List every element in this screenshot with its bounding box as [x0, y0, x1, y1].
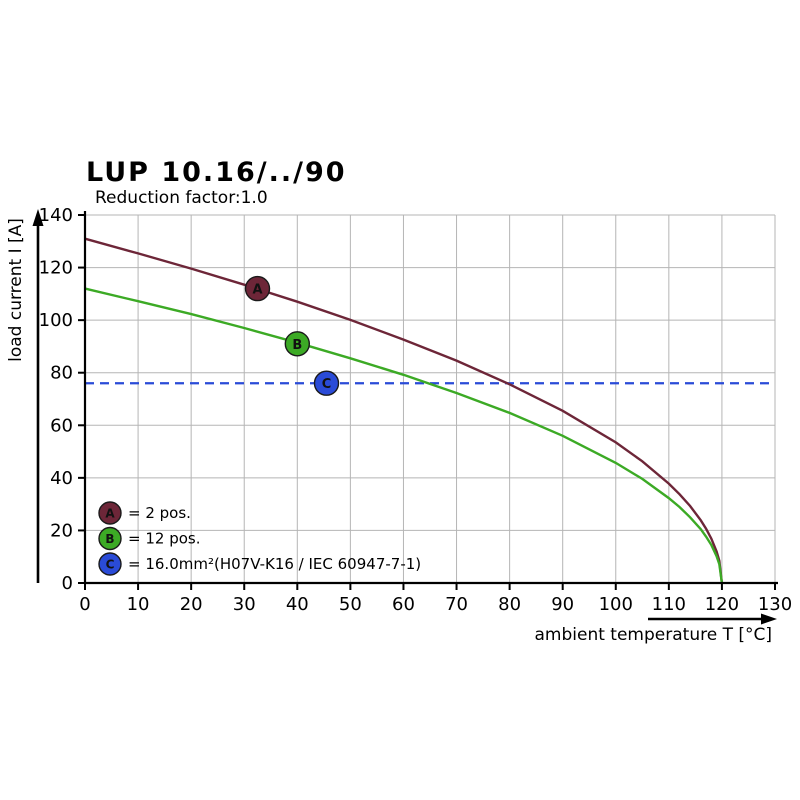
- legend-label-A: = 2 pos.: [128, 504, 191, 522]
- y-tick-label: 120: [39, 258, 73, 279]
- y-axis-arrow-head-icon: [32, 209, 44, 226]
- x-tick-label: 90: [551, 594, 574, 615]
- chart-title: LUP 10.16/../90: [86, 157, 347, 188]
- legend-letter-C: C: [106, 558, 115, 572]
- chart-subtitle: Reduction factor:1.0: [95, 188, 268, 208]
- marker-A: [244, 275, 271, 302]
- x-tick-label: 110: [652, 594, 686, 615]
- legend-letter-B: B: [105, 532, 114, 546]
- x-tick-label: 70: [445, 594, 468, 615]
- legend-swatch-C: [98, 552, 122, 576]
- x-tick-label: 60: [392, 594, 415, 615]
- axes-group: [83, 211, 778, 585]
- axis-arrows: [32, 209, 777, 625]
- legend-letter-A: A: [105, 507, 115, 521]
- x-axis-arrow-head-icon: [761, 613, 777, 625]
- marker-B: [284, 331, 311, 357]
- x-tick-label: 40: [286, 594, 309, 615]
- legend-label-C: = 16.0mm²(H07V-K16 / IEC 60947-7-1): [128, 555, 421, 573]
- marker-C: [313, 370, 340, 396]
- x-tick-labels: 0 10 20 30 40 50 60 70 80 90 100 110 120 130: [79, 594, 792, 615]
- marker-letter-A: A: [252, 283, 262, 298]
- y-tick-label: 100: [39, 310, 73, 331]
- y-tick-label: 140: [39, 205, 73, 226]
- x-tick-label: 130: [758, 594, 792, 615]
- x-tick-label: 120: [705, 594, 739, 615]
- legend-swatch-B: [98, 526, 122, 551]
- marker-letter-C: C: [322, 377, 332, 392]
- legend-swatch-A: [98, 501, 122, 525]
- y-axis-label: load current I [A]: [6, 218, 26, 362]
- curve-markers: A B C: [244, 275, 340, 396]
- x-tick-label: 30: [233, 594, 256, 615]
- y-tick-label: 40: [50, 468, 73, 489]
- curve-B: [84, 287, 724, 584]
- y-tick-label: 80: [50, 363, 73, 384]
- x-tick-label: 50: [339, 594, 362, 615]
- grid-lines: [84, 214, 776, 584]
- y-tick-label: 60: [50, 415, 73, 436]
- x-tick-label: 10: [127, 594, 150, 615]
- marker-letter-B: B: [292, 338, 302, 353]
- x-axis-label: ambient temperature T [°C]: [535, 625, 772, 645]
- y-tick-label: 20: [50, 520, 73, 541]
- x-tick-label: 100: [599, 594, 633, 615]
- x-tick-label: 20: [180, 594, 203, 615]
- y-tick-labels: 0 20 40 60 80 100 120 140: [39, 205, 73, 594]
- tick-marks: [78, 214, 776, 590]
- legend: A = 2 pos. B = 12 pos. C = 16.0mm²(H07V-K16 /…: [98, 501, 421, 576]
- x-tick-label: 80: [498, 594, 521, 615]
- legend-label-B: = 12 pos.: [128, 530, 200, 548]
- x-tick-label: 0: [79, 594, 90, 615]
- y-tick-label: 0: [62, 573, 73, 594]
